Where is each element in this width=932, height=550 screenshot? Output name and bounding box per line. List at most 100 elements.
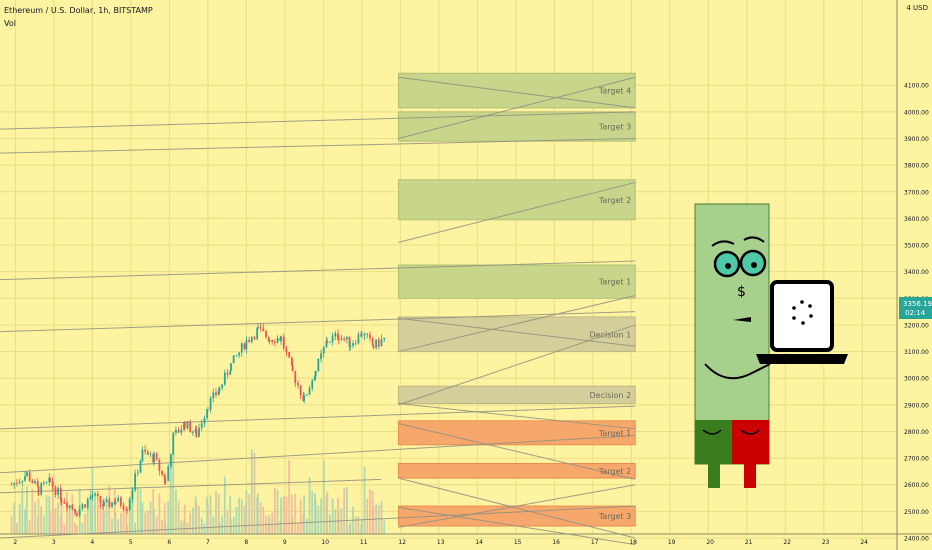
character-foot-left — [708, 464, 720, 488]
candle-body — [320, 353, 322, 359]
candle-body — [280, 336, 282, 341]
volume-bar — [68, 506, 71, 534]
volume-bar — [128, 496, 131, 534]
candle-body — [183, 422, 186, 429]
candle-body — [322, 347, 325, 354]
time-tick-label: 7 — [206, 539, 210, 546]
volume-bar — [161, 519, 163, 534]
candle-body — [276, 338, 279, 343]
volume-bar — [134, 522, 137, 534]
volume-bar — [206, 504, 209, 534]
candle-body — [273, 341, 276, 343]
pupil-left — [725, 263, 731, 269]
candle-body — [180, 429, 183, 433]
candle-body — [256, 328, 259, 339]
volume-bar — [126, 524, 128, 534]
volume-bar — [366, 499, 369, 534]
candle-body — [164, 481, 167, 483]
candle-body — [243, 343, 246, 350]
candle-body — [303, 395, 306, 401]
candle-body — [167, 466, 170, 482]
volume-bar — [248, 494, 250, 534]
zone-box — [397, 316, 636, 353]
volume-bar — [18, 503, 21, 534]
zone-label: Target 2 — [598, 467, 631, 476]
candle-body — [337, 333, 339, 340]
volume-bar — [96, 500, 99, 534]
trend-line — [0, 311, 636, 333]
time-tick-label: 20 — [706, 539, 714, 546]
trend-line — [398, 484, 636, 528]
volume-bar — [290, 494, 293, 534]
candle-body — [134, 473, 137, 491]
loading-spinner-icon — [792, 300, 813, 325]
candle-body — [139, 461, 142, 473]
time-tick-label: 8 — [244, 539, 248, 546]
volume-bar — [226, 510, 229, 534]
candle-body — [153, 453, 155, 463]
candle-body — [235, 355, 238, 357]
candle-body — [357, 334, 360, 344]
zone-box — [397, 72, 636, 109]
candle-body — [229, 370, 232, 375]
volume-bar — [349, 522, 352, 534]
volume-bar — [218, 522, 221, 534]
candle-body — [71, 505, 74, 509]
candle-body — [366, 333, 369, 335]
candle-body — [10, 484, 13, 486]
time-tick-label: 3 — [52, 539, 56, 546]
volume-label: Vol — [4, 19, 16, 28]
candle-body — [60, 500, 63, 502]
candle-body — [206, 409, 209, 418]
trend-lines — [0, 76, 636, 546]
time-tick-label: 13 — [437, 539, 445, 546]
candle-body — [245, 340, 248, 350]
candle-body — [170, 454, 172, 467]
candle-body — [16, 482, 18, 484]
volume-bar — [94, 497, 96, 534]
candle-body — [24, 476, 26, 481]
candle-body — [253, 337, 256, 339]
trend-line — [398, 181, 636, 243]
candle-body — [122, 505, 125, 510]
volume-bar — [229, 496, 232, 534]
candle-body — [329, 341, 331, 343]
price-axis[interactable]: 4100.00 4000.00 3900.00 3800.00 3700.00 3600.… — [896, 0, 929, 550]
volume-bar — [372, 505, 375, 534]
volume-bar — [111, 518, 113, 534]
volume-bar — [282, 495, 285, 534]
volume-bar — [299, 499, 302, 534]
candle-body — [238, 352, 240, 356]
price-tick-label: 3400.00 — [904, 269, 929, 276]
countdown-value: 02:14 — [905, 309, 926, 317]
candle-body — [268, 339, 271, 342]
volume-bar — [223, 476, 226, 534]
price-tick-label: 3600.00 — [904, 216, 929, 223]
time-axis[interactable]: 2 3 4 5 6 7 8 9 10 11 12 13 14 15 16 17 18 19 20 21 22 23 24 — [0, 533, 932, 546]
candle-body — [248, 340, 250, 342]
trend-line — [0, 260, 636, 281]
trend-line — [0, 434, 636, 474]
volume-bar — [383, 520, 386, 534]
candle-body — [18, 481, 21, 484]
volume-bar — [103, 511, 105, 534]
volume-bar — [175, 489, 177, 534]
volume-bar — [215, 491, 217, 534]
candle-body — [377, 339, 380, 347]
time-tick-label: 2 — [13, 539, 17, 546]
trend-line — [398, 317, 636, 347]
volume-bar — [337, 509, 340, 534]
candle-body — [262, 328, 265, 331]
price-tick-label: 2400.00 — [904, 536, 929, 543]
volume-bar — [119, 512, 122, 534]
volume-bar — [262, 507, 265, 534]
candle-body — [297, 382, 299, 386]
volume-bar — [63, 524, 66, 534]
candle-body — [191, 431, 194, 433]
volume-bar — [57, 502, 60, 534]
volume-bar — [167, 501, 170, 534]
candle-body — [155, 453, 158, 460]
candle-body — [250, 337, 253, 342]
currency-label[interactable]: 4 USD — [906, 4, 928, 12]
